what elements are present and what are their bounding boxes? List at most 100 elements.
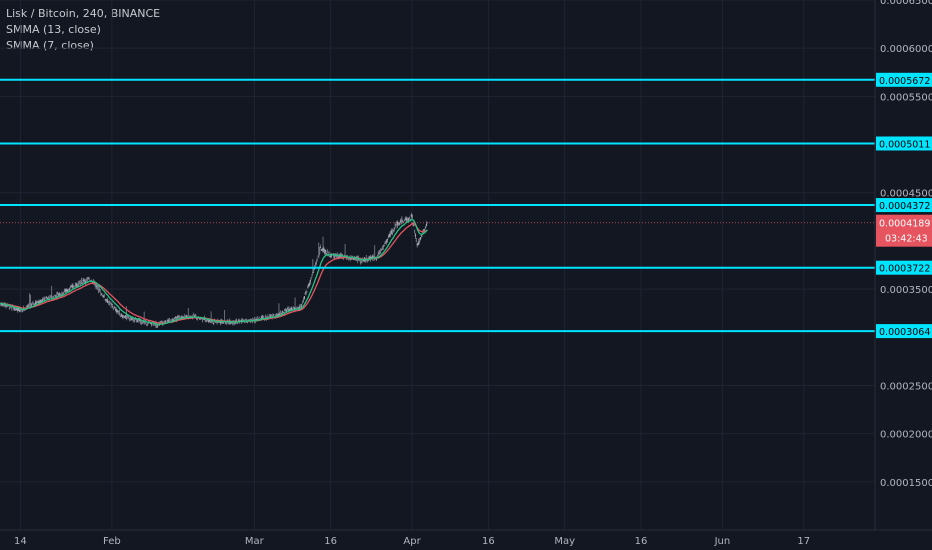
candle-body (32, 302, 34, 304)
candle-body (143, 321, 145, 324)
candle-body (213, 323, 215, 324)
candle-body (24, 309, 27, 311)
candle-body (330, 255, 332, 257)
candle-body (388, 235, 390, 237)
candle-body (333, 254, 335, 258)
candle-body (245, 318, 247, 320)
candle-body (305, 291, 307, 294)
candle-body (416, 244, 418, 246)
candle-body (169, 319, 172, 321)
price-axis[interactable]: 0.00065000.00060000.00055000.00045000.00… (880, 0, 932, 489)
candle-body (375, 258, 378, 260)
candle-body (33, 303, 35, 306)
candle-body (104, 299, 106, 300)
candle-body (311, 274, 313, 276)
candle-body (21, 310, 23, 312)
candle-body (244, 321, 246, 323)
candle-body (392, 229, 395, 231)
indicator-smma-7[interactable]: SMMA (7, close) (6, 39, 94, 52)
candle-body (40, 300, 43, 302)
candle-body (240, 320, 242, 322)
bar-countdown-label: 03:42:43 (885, 234, 928, 245)
candle-body (137, 319, 139, 321)
candle-body (418, 241, 420, 244)
candle-body (319, 249, 321, 254)
candle-body (38, 300, 40, 304)
candle-body (25, 307, 27, 308)
candle-body (51, 296, 54, 299)
candle-body (196, 318, 198, 319)
candle-body (269, 315, 271, 317)
candle-body (5, 305, 7, 307)
candle-body (411, 214, 413, 219)
candle-body (167, 320, 169, 322)
candle-body (176, 316, 178, 319)
price-tick-label: 0.0006000 (880, 44, 932, 55)
indicator-smma-13[interactable]: SMMA (13, close) (6, 23, 101, 36)
candle-body (28, 304, 30, 307)
candle-body (164, 320, 166, 323)
level-price-badge (876, 324, 932, 339)
candle-body (290, 308, 292, 311)
candle-body (234, 322, 236, 324)
candle-body (63, 290, 66, 292)
candle-body (263, 316, 265, 319)
chart-title[interactable]: Lisk / Bitcoin, 240, BINANCE (6, 7, 161, 20)
candle-body (79, 281, 81, 284)
candle-body (216, 322, 218, 324)
candle-body (62, 293, 64, 295)
candle-body (87, 278, 89, 280)
candle-body (128, 317, 130, 320)
candle-body (204, 319, 206, 321)
candle-body (95, 284, 97, 287)
candle-body (120, 313, 122, 316)
level-price-label: 0.0005011 (879, 139, 930, 150)
candle-body (131, 317, 133, 319)
candle-body (152, 323, 155, 326)
candle-body (320, 249, 322, 251)
candle-body (309, 279, 311, 283)
price-series (0, 212, 428, 328)
candle-body (51, 297, 53, 299)
candle-body (49, 295, 51, 298)
candle-body (420, 234, 422, 236)
candle-body (291, 307, 293, 311)
candle-body (31, 303, 33, 304)
candle-body (417, 242, 419, 245)
candle-body (193, 315, 195, 317)
candle-body (280, 312, 282, 315)
candle-body (284, 309, 286, 311)
candle-body (267, 316, 269, 319)
candle-body (224, 321, 227, 324)
candle-body (57, 294, 60, 296)
candle-body (178, 316, 180, 318)
candle-body (341, 255, 343, 258)
candle-body (6, 306, 8, 308)
candle-body (278, 313, 280, 316)
candle-body (160, 322, 162, 323)
candle-body (302, 298, 305, 301)
candle-body (338, 254, 340, 259)
candle-body (19, 310, 21, 312)
price-tick-label: 0.0001500 (880, 478, 932, 489)
candle-body (275, 314, 278, 317)
candle-body (304, 292, 306, 295)
candle-body (312, 271, 314, 273)
time-axis[interactable]: 14 Feb Mar 16 Apr 16 May 16 Jun 17 (14, 536, 810, 547)
candle-body (369, 257, 371, 259)
candle-body (40, 299, 42, 303)
candle-body (354, 258, 356, 261)
candle-body (42, 298, 44, 299)
candle-body (302, 300, 304, 303)
candle-body (307, 286, 309, 288)
candle-body (68, 288, 71, 291)
candle-body (183, 316, 185, 319)
price-tick-label: 0.0002000 (880, 430, 932, 441)
candle-body (370, 256, 372, 259)
candle-body (74, 286, 76, 288)
candle-body (223, 323, 225, 324)
candle-body (185, 315, 188, 318)
candle-body (282, 311, 284, 313)
candle-body (347, 258, 350, 260)
